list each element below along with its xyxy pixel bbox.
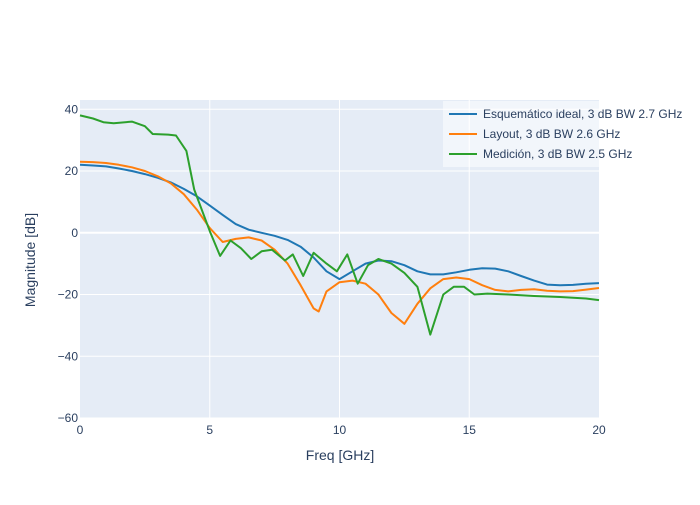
legend-items: Esquemático ideal, 3 dB BW 2.7 GHz Layout… — [449, 107, 682, 161]
y-tick-labels: −60 −40 −20 0 20 40 — [58, 102, 79, 425]
legend-item[interactable]: Esquemático ideal, 3 dB BW 2.7 GHz — [449, 107, 682, 121]
x-tick-label: 10 — [333, 423, 347, 437]
y-tick-label: −40 — [58, 349, 79, 363]
legend-item[interactable]: Layout, 3 dB BW 2.6 GHz — [449, 127, 620, 141]
series-lines — [79, 114, 600, 336]
y-tick-label: −20 — [58, 288, 79, 302]
y-tick-label: 40 — [65, 102, 79, 116]
x-tick-label: 20 — [592, 423, 606, 437]
x-tick-labels: 0 5 10 15 20 — [77, 423, 606, 437]
y-axis-title: Magnitude [dB] — [22, 213, 38, 307]
series-line-3 — [79, 114, 600, 336]
legend[interactable]: Esquemático ideal, 3 dB BW 2.7 GHz Layout… — [443, 101, 699, 167]
x-tick-label: 15 — [463, 423, 477, 437]
y-tick-label: −60 — [58, 411, 79, 425]
y-tick-label: 20 — [65, 164, 79, 178]
series-line-2 — [79, 160, 600, 325]
x-tick-label: 5 — [206, 423, 213, 437]
x-axis-title: Freq [GHz] — [306, 447, 374, 463]
y-tick-label: 0 — [71, 226, 78, 240]
legend-box — [443, 101, 699, 167]
x-tick-label: 0 — [77, 423, 84, 437]
legend-label: Layout, 3 dB BW 2.6 GHz — [483, 127, 620, 141]
legend-label: Esquemático ideal, 3 dB BW 2.7 GHz — [483, 107, 682, 121]
legend-label: Medición, 3 dB BW 2.5 GHz — [483, 147, 632, 161]
legend-item[interactable]: Medición, 3 dB BW 2.5 GHz — [449, 147, 632, 161]
